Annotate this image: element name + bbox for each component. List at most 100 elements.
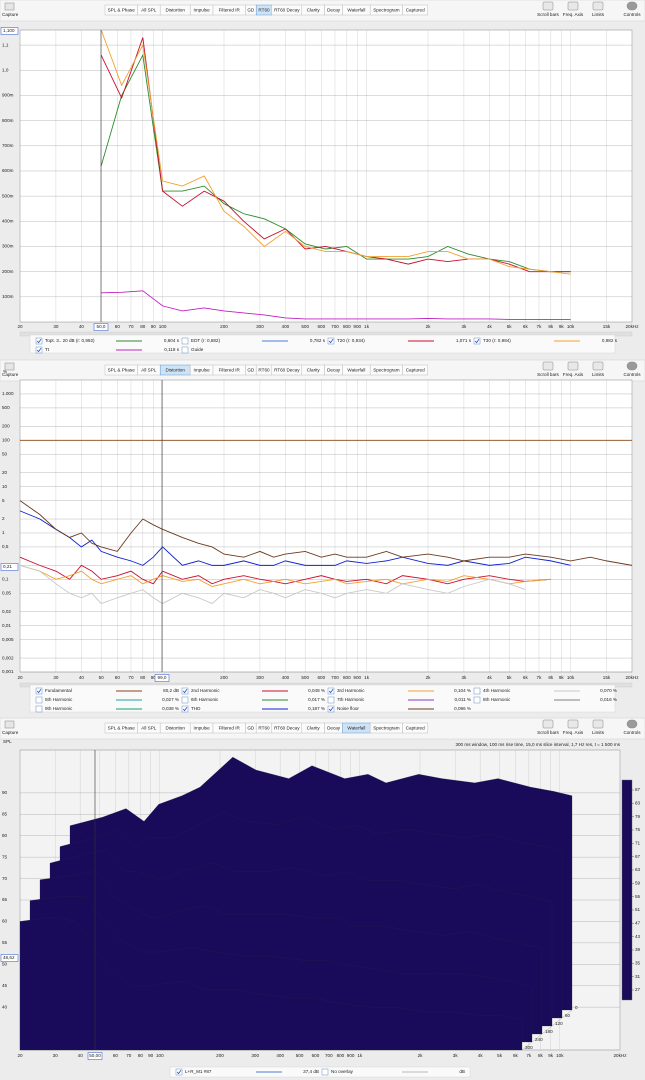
y-tick-label: 75 [2,854,8,859]
tool-icon[interactable] [592,1,604,11]
legend-panel [29,684,616,713]
tool-icon[interactable] [567,361,579,371]
x-tick-label: 10k [567,324,575,329]
y-tick-label: 0,5 [2,544,9,549]
tab-label: Filtered IR [219,8,241,13]
x-tick-label: 5k [497,1053,503,1058]
capture-icon[interactable] [4,2,15,11]
tab-label: Filtered IR [219,726,241,731]
tab-label: RT60 [258,726,270,731]
tool-icon[interactable] [567,1,579,11]
y-tick-label: 700m [2,143,14,148]
legend-label: 8th Harmonic [483,697,511,702]
legend-checkbox[interactable] [35,687,43,695]
waterfall-slice [19,916,523,1051]
series-line [19,556,551,585]
tool-label: Controls [623,730,641,735]
cursor-x-box [93,323,109,331]
x-tick-label: 800 [343,675,351,680]
x-tick-label: 600 [312,1053,320,1058]
series-line [100,29,571,275]
tab-label: RT60 Decay [274,368,300,373]
x-tick-label: 90 [148,1053,154,1058]
legend-checkbox[interactable] [321,1068,329,1076]
x-tick-label: 90 [151,324,157,329]
legend-value: 0,017 % [308,697,325,702]
tool-icon[interactable] [542,719,554,729]
x-tick-label: 2k [426,324,432,329]
y-tick-label: 900m [2,93,14,98]
capture-icon[interactable] [4,362,15,371]
tool-label: Scroll bars [537,12,559,17]
legend-checkbox[interactable] [181,687,189,695]
tab-button[interactable] [402,364,429,376]
tool-icon[interactable] [592,719,604,729]
colorbar-label: 63 [635,867,641,872]
cursor-x-box [87,1052,103,1060]
floor-edge [521,1009,573,1051]
legend-checkbox[interactable] [473,696,481,704]
legend-label: 4th Harmonic [483,688,511,693]
capture-icon[interactable] [4,720,15,729]
x-tick-label: 700 [325,1053,333,1058]
legend-checkbox[interactable] [327,696,335,704]
legend-label: 7th Harmonic [337,697,365,702]
legend-checkbox[interactable] [175,1068,183,1076]
legend-check [36,338,42,344]
legend-label: No overlay [331,1069,354,1074]
x-tick-label: 7k [537,675,543,680]
tool-icon[interactable] [567,719,579,729]
legend-checkbox[interactable] [35,346,43,354]
cursor-x-label: 50,00 [89,1053,101,1058]
x-tick-label: 20kHz [613,1053,627,1058]
legend-checkbox[interactable] [181,346,189,354]
x-tick-label: 50 [99,675,105,680]
legend-check [176,1069,182,1075]
legend-checkbox[interactable] [327,687,335,695]
x-tick-label: 300 [251,1053,259,1058]
legend-checkbox[interactable] [327,337,335,345]
slice-time-label: 300 [525,1045,533,1050]
plot-area [19,379,633,673]
legend-label: 9th Harmonic [45,706,73,711]
legend-checkbox[interactable] [35,705,43,713]
legend-checkbox[interactable] [181,705,189,713]
legend-checkbox[interactable] [35,696,43,704]
legend-check [328,706,334,712]
tab-label: Spectrogram [373,726,399,731]
tab-label: SPL & Phase [108,726,136,731]
legend-checkbox[interactable] [181,696,189,704]
tab-button[interactable] [402,4,429,16]
series-line [101,290,571,320]
tool-icon[interactable] [626,719,638,729]
legend-label: THD [191,706,201,711]
tool-icon[interactable] [542,1,554,11]
tab-label: SPL & Phase [108,8,136,13]
tab-button[interactable] [402,722,429,734]
legend-check [182,688,188,694]
legend-checkbox[interactable] [327,705,335,713]
legend-checkbox[interactable] [181,337,189,345]
tool-icon[interactable] [626,361,638,371]
tab-label: RT60 Decay [274,8,300,13]
x-tick-label: 10k [567,675,575,680]
x-tick-label: 500 [296,1053,304,1058]
colorbar-label: 35 [635,961,641,966]
tab-label: Waterfall [347,8,365,13]
legend-checkbox[interactable] [473,687,481,695]
colorbar [621,779,633,1001]
tool-icon[interactable] [542,361,554,371]
tab-label: All SPL [141,726,157,731]
x-tick-label: 900 [353,324,361,329]
x-tick-label: 7k [537,324,543,329]
legend-checkbox[interactable] [35,337,43,345]
tool-icon[interactable] [626,1,638,11]
tab-label: Impulse [194,726,211,731]
tool-label: Limits [592,372,605,377]
legend-checkbox[interactable] [473,337,481,345]
legend-label: L+R_M1 #87 [185,1069,212,1074]
tab-label: Impulse [194,368,211,373]
tab-label: Captured [406,368,425,373]
tool-icon[interactable] [592,361,604,371]
